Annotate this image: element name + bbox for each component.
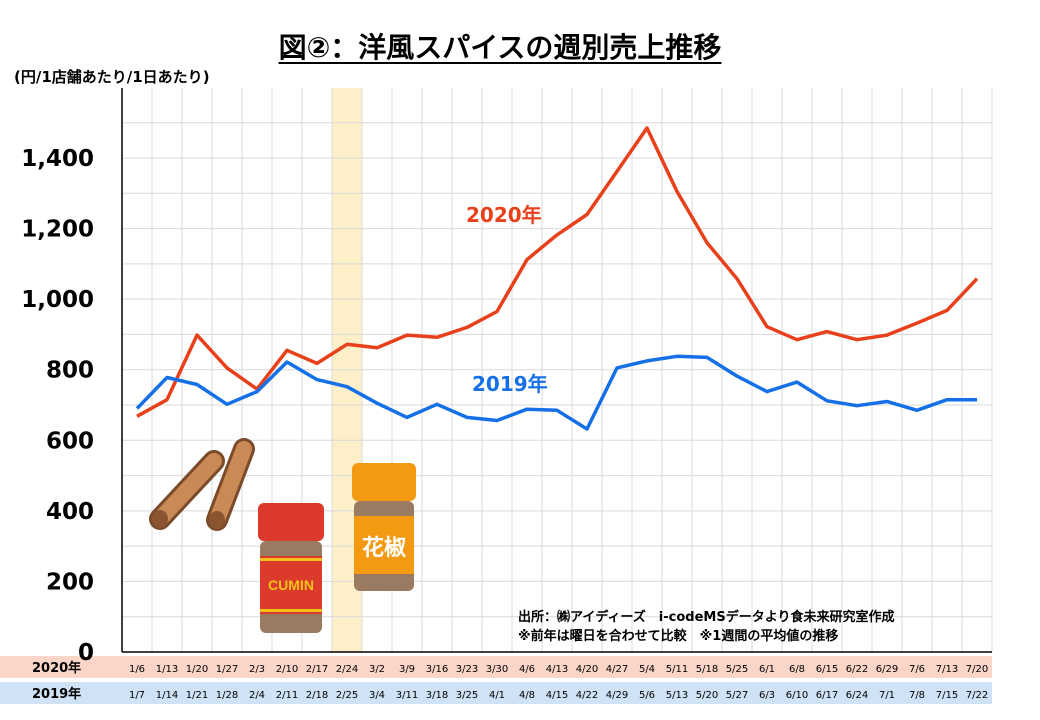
x-tick-label: 3/2 bbox=[369, 664, 385, 675]
x-tick-label: 2/24 bbox=[336, 664, 358, 675]
x-tick-label: 5/25 bbox=[726, 664, 748, 675]
y-tick-label: 1,400 bbox=[21, 146, 94, 172]
x-tick-label: 4/1 bbox=[489, 690, 505, 701]
unit-label: (円/1店舗あたり/1日あたり) bbox=[14, 68, 210, 86]
sansho-jar-illustration: 花椒 bbox=[352, 463, 416, 591]
date-row-bg bbox=[0, 682, 992, 704]
x-tick-label: 6/1 bbox=[759, 664, 775, 675]
x-tick-label: 4/15 bbox=[546, 690, 568, 701]
cumin-label: CUMIN bbox=[268, 577, 314, 593]
y-tick-labels: 0 200 400 600 800 1,000 1,200 1,400 bbox=[21, 146, 94, 666]
x-tick-label: 2/10 bbox=[276, 664, 298, 675]
x-tick-label: 3/30 bbox=[486, 664, 508, 675]
series-line-2019 bbox=[135, 354, 977, 431]
x-tick-label: 7/8 bbox=[909, 690, 925, 701]
x-tick-label: 5/27 bbox=[726, 690, 748, 701]
x-tick-label: 6/24 bbox=[846, 690, 868, 701]
grid bbox=[121, 88, 993, 653]
series-lines bbox=[135, 126, 979, 431]
x-tick-label: 1/6 bbox=[129, 664, 145, 675]
x-tick-label: 3/18 bbox=[426, 690, 448, 701]
x-tick-label: 4/27 bbox=[606, 664, 628, 675]
x-tick-label: 7/1 bbox=[879, 690, 895, 701]
row-label: 2019年 bbox=[32, 686, 81, 702]
y-tick-label: 400 bbox=[46, 499, 94, 525]
x-tick-label: 7/6 bbox=[909, 664, 925, 675]
y-tick-label: 800 bbox=[46, 358, 94, 384]
page-title: 図②：洋風スパイスの週別売上推移 bbox=[278, 31, 722, 64]
x-tick-label: 6/15 bbox=[816, 664, 838, 675]
x-tick-label: 7/13 bbox=[936, 664, 958, 675]
x-tick-label: 1/28 bbox=[216, 690, 238, 701]
date-rows: 2020年 1/6 1/13 1/20 1/27 2/3 2/10 2/17 2/24 3/2 3/… bbox=[0, 656, 992, 704]
x-tick-label: 4/6 bbox=[519, 664, 535, 675]
x-tick-label: 2/25 bbox=[336, 690, 358, 701]
x-tick-label: 1/21 bbox=[186, 690, 208, 701]
x-tick-label: 5/11 bbox=[666, 664, 688, 675]
x-tick-label: 6/10 bbox=[786, 690, 808, 701]
x-tick-label: 2/3 bbox=[249, 664, 265, 675]
x-tick-label: 7/20 bbox=[966, 664, 988, 675]
cumin-jar-illustration: CUMIN bbox=[258, 503, 324, 633]
row-label: 2020年 bbox=[32, 660, 81, 676]
y-tick-label: 1,000 bbox=[21, 287, 94, 313]
y-tick-label: 0 bbox=[78, 640, 94, 666]
x-tick-label: 3/23 bbox=[456, 664, 478, 675]
x-tick-label: 1/27 bbox=[216, 664, 238, 675]
y-tick-label: 1,200 bbox=[21, 217, 94, 243]
x-tick-label: 6/8 bbox=[789, 664, 805, 675]
x-tick-label: 5/20 bbox=[696, 690, 718, 701]
comparison-note: ※前年は曜日を合わせて比較 ※1週間の平均値の推移 bbox=[518, 629, 839, 644]
x-tick-label: 5/18 bbox=[696, 664, 718, 675]
x-tick-label: 1/20 bbox=[186, 664, 208, 675]
source-note: 出所：㈱アイディーズ i-codeMSデータより食未来研究室作成 bbox=[518, 610, 895, 625]
x-tick-label: 3/11 bbox=[396, 690, 418, 701]
x-tick-label: 7/15 bbox=[936, 690, 958, 701]
x-tick-label: 6/29 bbox=[876, 664, 898, 675]
x-tick-label: 2/4 bbox=[249, 690, 265, 701]
x-tick-label: 5/13 bbox=[666, 690, 688, 701]
series-line-2020 bbox=[136, 126, 979, 418]
x-tick-label: 4/13 bbox=[546, 664, 568, 675]
x-tick-label: 2/17 bbox=[306, 664, 328, 675]
series-label-2019: 2019年 bbox=[472, 372, 548, 396]
cinnamon-illustration bbox=[149, 438, 255, 531]
x-tick-label: 1/7 bbox=[129, 690, 145, 701]
x-tick-label: 1/14 bbox=[156, 690, 178, 701]
sansho-label: 花椒 bbox=[362, 535, 406, 561]
x-tick-label: 5/6 bbox=[639, 690, 655, 701]
x-tick-label: 3/4 bbox=[369, 690, 385, 701]
y-tick-label: 600 bbox=[46, 428, 94, 454]
x-tick-label: 6/17 bbox=[816, 690, 838, 701]
x-tick-label: 4/8 bbox=[519, 690, 535, 701]
x-tick-label: 4/22 bbox=[576, 690, 598, 701]
series-label-2020: 2020年 bbox=[466, 203, 542, 227]
x-tick-label: 1/13 bbox=[156, 664, 178, 675]
x-tick-label: 3/25 bbox=[456, 690, 478, 701]
y-tick-label: 200 bbox=[46, 569, 94, 595]
x-tick-label: 3/9 bbox=[399, 664, 415, 675]
x-tick-label: 4/29 bbox=[606, 690, 628, 701]
x-tick-label: 6/22 bbox=[846, 664, 868, 675]
x-tick-label: 2/18 bbox=[306, 690, 328, 701]
x-tick-label: 6/3 bbox=[759, 690, 775, 701]
x-tick-label: 5/4 bbox=[639, 664, 655, 675]
date-row-bg bbox=[0, 656, 992, 678]
x-tick-label: 4/20 bbox=[576, 664, 598, 675]
x-tick-label: 3/16 bbox=[426, 664, 448, 675]
x-tick-label: 7/22 bbox=[966, 690, 988, 701]
x-tick-label: 2/11 bbox=[276, 690, 298, 701]
